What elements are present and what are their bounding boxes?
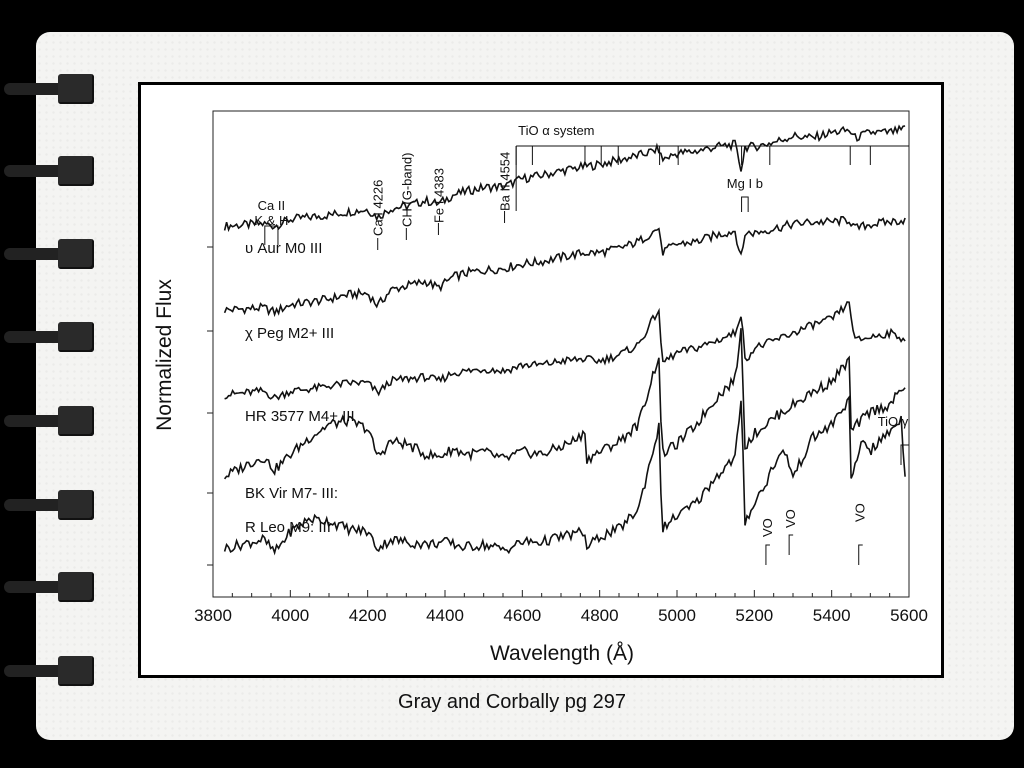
binder-ring [4,322,94,352]
series-line [224,301,906,401]
x-axis-label: Wavelength (Å) [490,642,634,665]
annotation-label: Fe I 4383 [431,168,446,223]
binder-ring [4,656,94,686]
series-label: HR 3577 M4+ III [245,408,355,425]
annotation-label: Mg I b [727,176,763,191]
series-labels: υ Aur M0 III χ Peg M2+ III HR 3577 M4+ III… [245,240,355,536]
binder-ring [4,156,94,186]
x-tick-label: 5000 [658,606,696,625]
spectra-figure: 3800 4000 4200 4400 4600 4800 5000 5200 5400 5600… [138,82,944,678]
x-tick-label: 5400 [813,606,851,625]
x-tick-label: 5200 [735,606,773,625]
annotation-bracket [264,225,279,245]
series-label: R Leo M9: III [245,519,331,536]
x-tick-label: 4400 [426,606,464,625]
annotations: Ca IIK & H Ca I 4226 CH (G-band) Fe I 4383 B… [254,123,909,565]
annotation-label: VO [760,518,775,537]
series-label: χ Peg M2+ III [245,325,334,342]
series-line [223,328,906,480]
binder-ring [4,490,94,520]
y-axis-ticks [207,246,213,566]
series-line [223,124,906,233]
figure-caption: Gray and Corbally pg 297 [398,691,626,713]
x-tick-label: 4800 [581,606,619,625]
x-tick-label: 4600 [503,606,541,625]
annotation-label: Ca II [258,198,285,213]
series-line [223,394,906,556]
spectra-chart: 3800 4000 4200 4400 4600 4800 5000 5200 5400 5600… [153,110,928,665]
annotation-label: TiO γ [878,414,909,429]
annotation-label: VO [853,503,868,522]
binder-ring [4,572,94,602]
series-label: BK Vir M7- III: [245,485,338,502]
annotation-label: CH (G-band) [399,153,414,227]
x-tick-label: 4200 [349,606,387,625]
binder-ring [4,406,94,436]
annotation-tick [858,544,863,565]
x-tick-label: 4000 [271,606,309,625]
annotation-label: TiO α system [518,123,594,138]
annotation-label: Ba II 4554 [498,152,513,211]
series-label: υ Aur M0 III [245,240,322,257]
x-tick-label: 5600 [890,606,928,625]
annotation-tick [788,534,794,555]
binder-ring [4,74,94,104]
series-line [223,216,906,318]
annotation-tick [765,544,770,565]
series-layer [223,124,906,556]
annotation-label: VO [783,509,798,528]
annotation-label: Ca I 4226 [371,180,386,236]
y-axis-label: Normalized Flux [153,279,176,431]
annotation-label: K & H [254,213,288,228]
binder-ring [4,239,94,269]
annotation-bracket [900,444,909,465]
x-tick-label: 3800 [194,606,232,625]
annotation-bracket [741,196,749,212]
x-axis: 3800 4000 4200 4400 4600 4800 5000 5200 5400 5600 [194,590,928,625]
